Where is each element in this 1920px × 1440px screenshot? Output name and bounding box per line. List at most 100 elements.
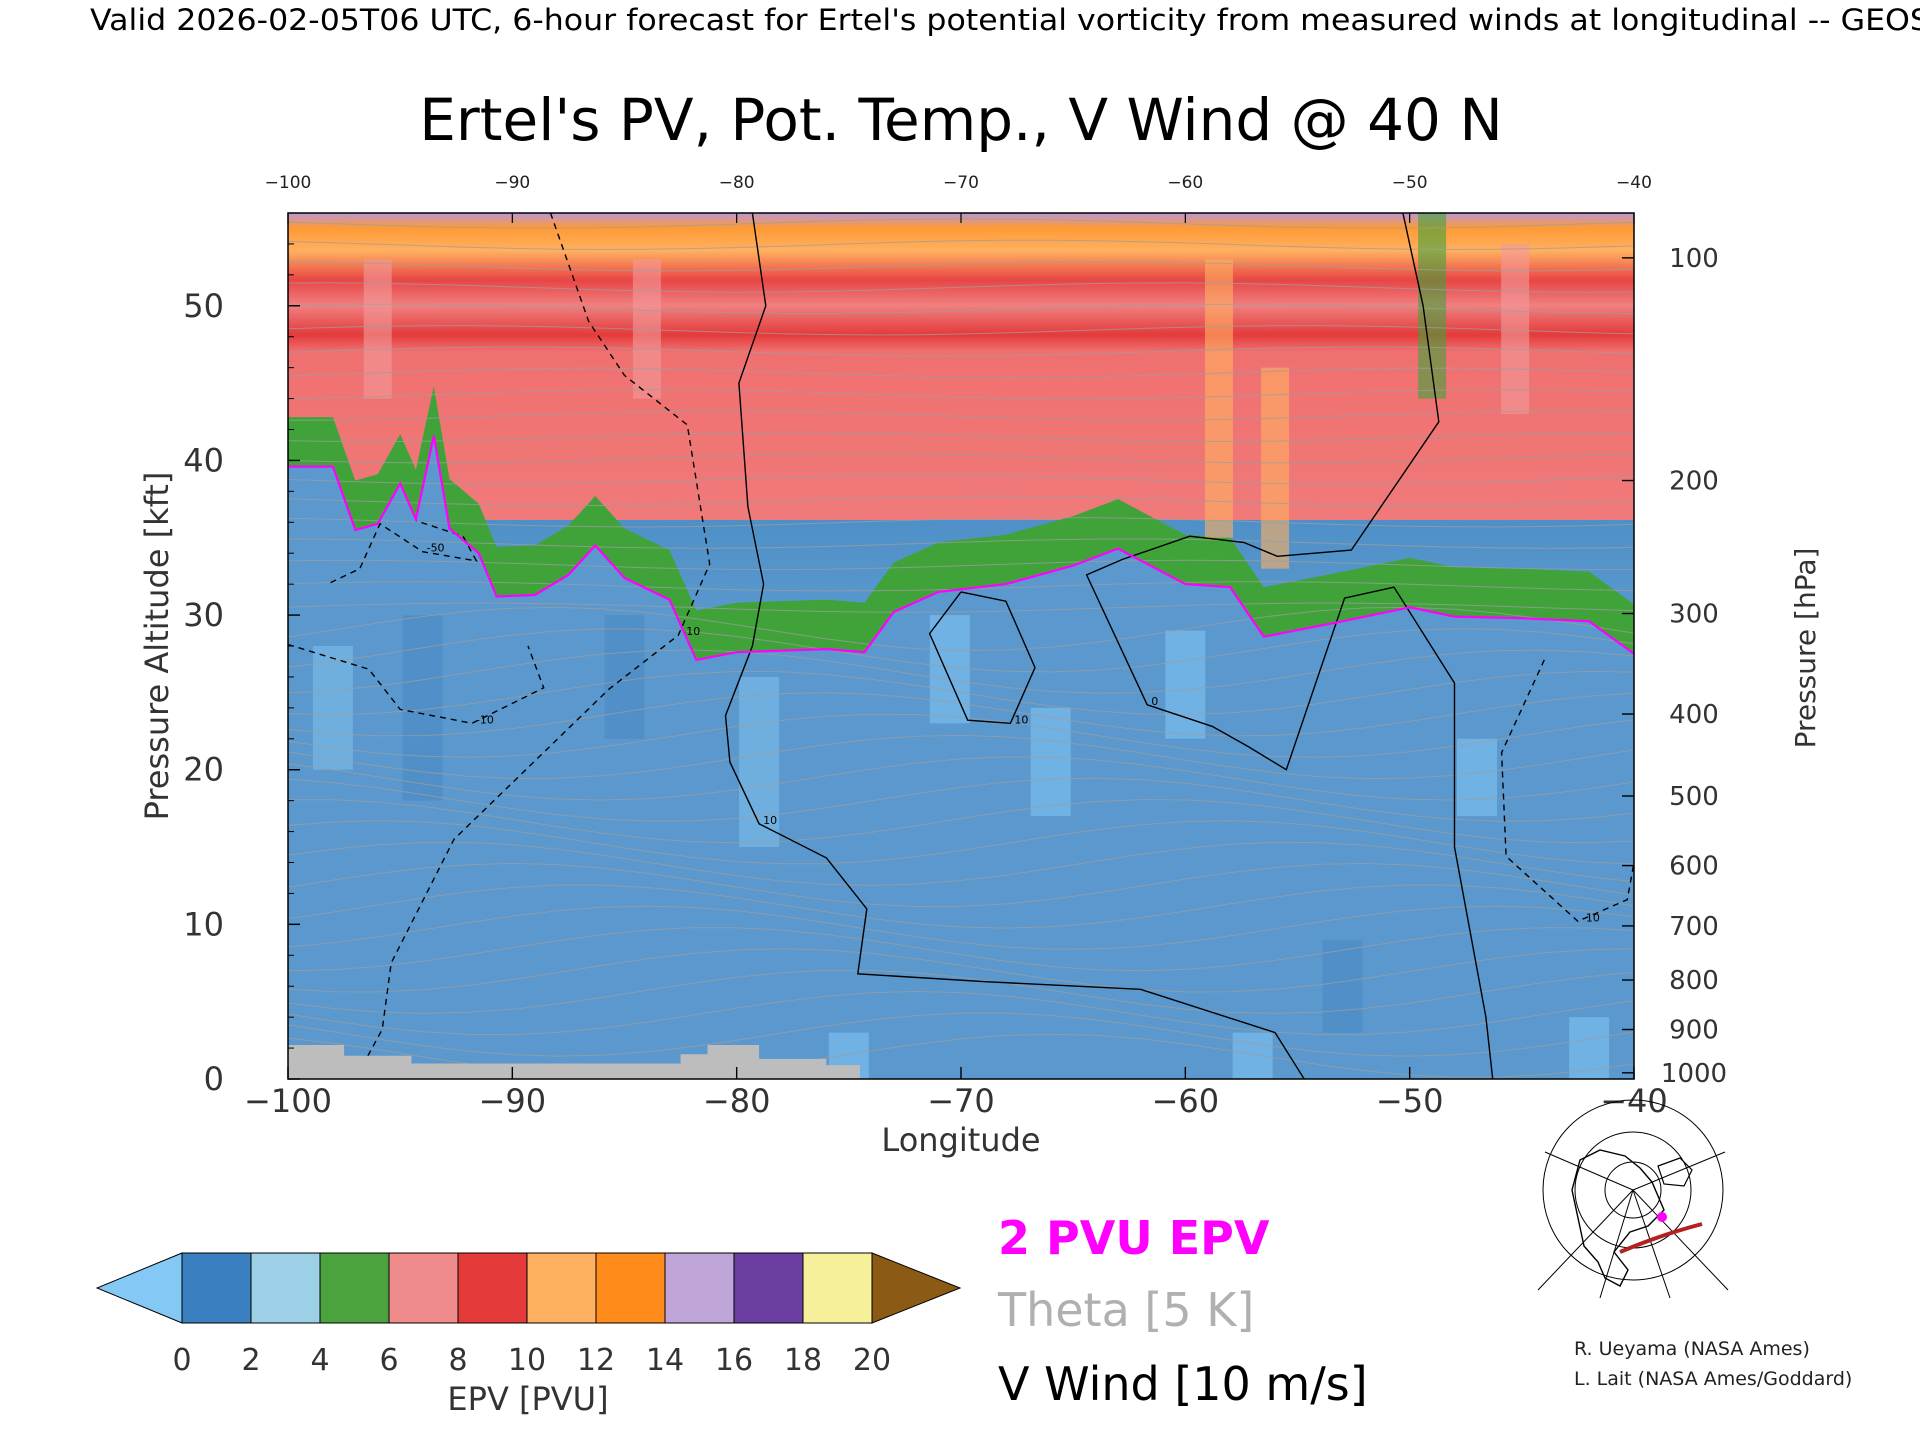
y-tick-label: 0 — [204, 1060, 224, 1098]
v-wind-contour — [354, 213, 711, 1079]
top-x-axis: −100 −90 −80 −70 −60 −50 −40 — [265, 173, 1652, 223]
colorbar-segment — [733, 1252, 804, 1324]
theta-contour — [288, 495, 1634, 507]
pressure-tick-label: 800 — [1669, 966, 1719, 996]
colorbar-segment — [595, 1252, 666, 1324]
y-axis-label: Pressure Altitude [kft] — [138, 472, 176, 821]
colorbar-tick-label: 12 — [577, 1343, 615, 1378]
top-x-tick-label: −60 — [1167, 173, 1203, 193]
theta-contour — [288, 649, 1634, 694]
v-wind-contour-label: 10 — [763, 814, 777, 827]
pressure-tick-label: 200 — [1669, 467, 1719, 497]
epv-streak — [1569, 1017, 1610, 1079]
epv-upper-streak — [1261, 367, 1290, 569]
theta-contour — [288, 670, 1634, 716]
theta-contour — [288, 734, 1634, 780]
theta-contour — [288, 841, 1634, 886]
x-tick-label: −70 — [927, 1082, 995, 1120]
theta-contour — [288, 239, 1634, 251]
colorbar-over-triangle — [871, 1252, 962, 1324]
v-wind-contour — [1500, 659, 1634, 923]
top-x-tick-label: −40 — [1616, 173, 1652, 193]
x-tick-label: −100 — [244, 1082, 332, 1120]
pressure-tick-label: 500 — [1669, 782, 1719, 812]
theta-contour — [288, 905, 1634, 950]
tropo-field — [288, 435, 1634, 1079]
y-tick-label: 50 — [183, 287, 224, 325]
colorbar-segment — [526, 1252, 597, 1324]
epv-streak — [929, 615, 970, 724]
topography-mask — [288, 1045, 860, 1079]
theta-contour — [288, 282, 1634, 293]
colorbar-segment — [802, 1252, 873, 1324]
y-axis-left: 0 10 20 30 40 50 — [183, 212, 300, 1098]
v-wind-contour-label: 0 — [1151, 695, 1158, 708]
pressure-tick-label: 100 — [1669, 244, 1719, 274]
y-axis-right-label: Pressure [hPa] — [1789, 548, 1822, 749]
pressure-tick-label: 300 — [1669, 600, 1719, 630]
x-tick-label: −60 — [1152, 1082, 1220, 1120]
green-band — [288, 386, 1634, 667]
v-wind-contour — [928, 591, 1036, 725]
theta-contour — [288, 862, 1634, 908]
epv-streak — [1165, 630, 1206, 739]
top-x-tick-label: −100 — [265, 173, 312, 193]
theta-contour — [288, 628, 1634, 673]
legend-theta: Theta [5 K] — [997, 1283, 1254, 1337]
theta-contour — [288, 261, 1634, 272]
epv-upper-streak — [1501, 243, 1530, 415]
colorbar-tick-label: 6 — [379, 1343, 398, 1378]
theta-contour — [288, 927, 1634, 972]
v-wind-contours: 10 0 10 -10 -50 -10 -10 — [288, 213, 1634, 1079]
epv-streak — [312, 646, 353, 770]
y-tick-label: 10 — [183, 905, 224, 943]
theta-contour — [288, 538, 1634, 549]
colorbar-segment — [664, 1252, 735, 1324]
colorbar-segment — [250, 1252, 321, 1324]
top-x-tick-label: −90 — [494, 173, 530, 193]
colorbar-tick-label: 8 — [448, 1343, 467, 1378]
theta-contour — [288, 969, 1634, 1014]
chart-title: Ertel's PV, Pot. Temp., V Wind @ 40 N — [419, 86, 1502, 154]
theta-contour — [288, 389, 1634, 400]
x-axis-label: Longitude — [881, 1121, 1040, 1159]
credit-line-1: R. Ueyama (NASA Ames) — [1574, 1338, 1810, 1360]
colorbar-tick-label: 10 — [508, 1343, 546, 1378]
colorbar: 0 2 4 6 8 10 12 14 16 18 20 — [95, 1252, 962, 1378]
colorbar-under-triangle — [95, 1252, 183, 1324]
theta-contour — [288, 367, 1634, 379]
legend-wind: V Wind [10 m/s] — [998, 1357, 1368, 1411]
colorbar-tick-label: 4 — [310, 1343, 329, 1378]
v-wind-contour-label: 10 — [1014, 713, 1028, 726]
theta-contour — [288, 410, 1634, 421]
epv-streak — [1030, 707, 1071, 817]
y-axis-right-pressure: 100 200 300 400 500 600 700 800 900 1000 — [1622, 244, 1727, 1089]
v-wind-contour — [288, 643, 545, 725]
pressure-tick-label: 1000 — [1661, 1059, 1727, 1089]
colorbar-segment — [319, 1252, 390, 1324]
pressure-tick-label: 900 — [1669, 1016, 1719, 1046]
top-x-tick-label: −70 — [943, 173, 979, 193]
y-tick-label: 20 — [183, 751, 224, 789]
v-wind-contour-label: -10 — [682, 625, 700, 638]
colorbar-tick-label: 2 — [241, 1343, 260, 1378]
x-axis: −100 −90 −80 −70 −60 −50 −40 — [244, 1067, 1668, 1120]
tropopause-2pvu-line — [288, 435, 1634, 662]
epv-streak — [1322, 939, 1363, 1033]
top-x-tick-label: −50 — [1392, 173, 1428, 193]
colorbar-tick-label: 20 — [853, 1343, 891, 1378]
colorbar-tick-label: 0 — [172, 1343, 191, 1378]
x-tick-label: −50 — [1376, 1082, 1444, 1120]
epv-streak — [739, 676, 780, 848]
theta-contour — [288, 777, 1634, 822]
x-tick-label: −90 — [479, 1082, 547, 1120]
legend-pv: 2 PVU EPV — [998, 1211, 1270, 1265]
banner-text: Valid 2026-02-05T06 UTC, 6-hour forecast… — [90, 3, 1920, 37]
y-tick-label: 40 — [183, 441, 224, 479]
v-wind-contour-label: -50 — [427, 542, 445, 555]
epv-upper-streak — [1204, 259, 1233, 538]
colorbar-segment — [388, 1252, 459, 1324]
theta-contour — [288, 713, 1634, 758]
colorbar-segment — [457, 1252, 528, 1324]
